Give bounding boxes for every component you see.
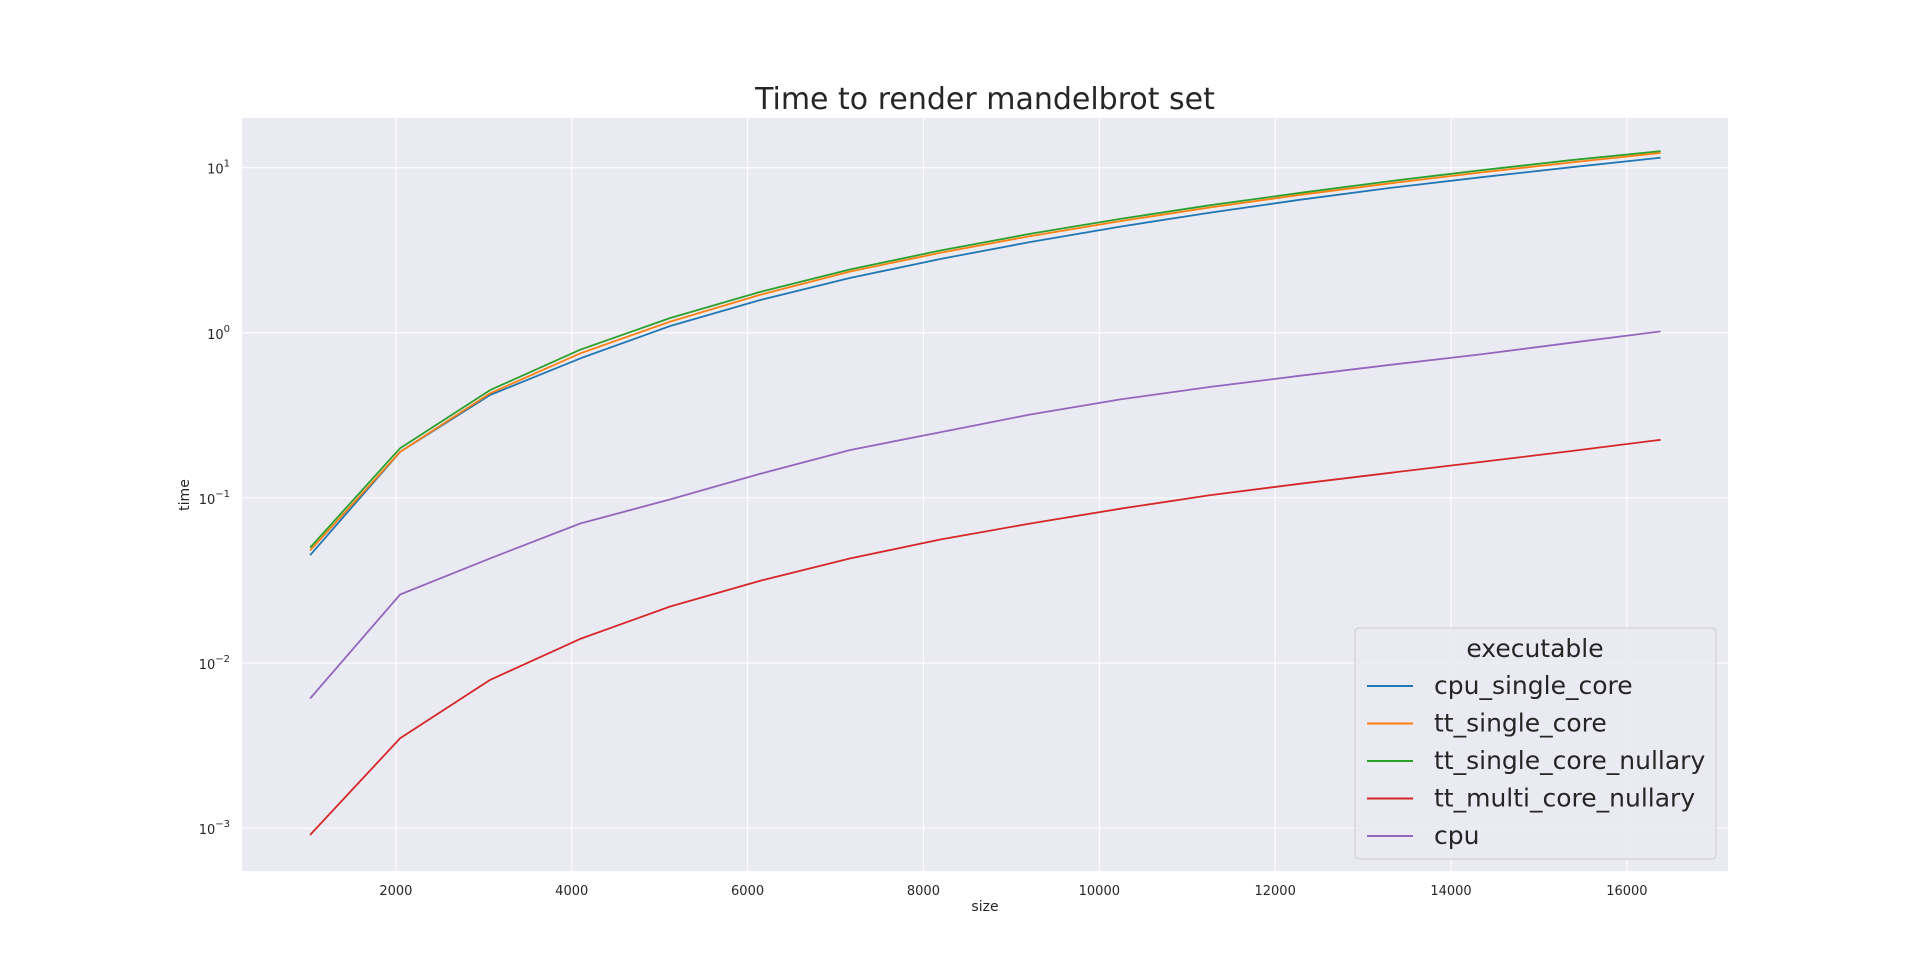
- y-axis-label: time: [177, 479, 193, 511]
- x-axis-label: size: [971, 899, 998, 915]
- series-line-cpu-single-core: [309, 156, 1661, 556]
- y-tick-label: 10−2: [199, 654, 230, 673]
- x-tick-label: 10000: [1079, 884, 1120, 899]
- series-line-cpu: [309, 330, 1661, 700]
- y-tick-label: 100: [207, 324, 230, 343]
- y-tick-label: 101: [207, 159, 230, 178]
- legend-label: tt_single_core: [1434, 709, 1607, 738]
- y-tick-label: 10−3: [199, 819, 230, 838]
- series-line-tt-single-core-nullary: [309, 150, 1661, 549]
- y-tick-label: 10−1: [199, 489, 230, 508]
- x-tick-labels: 2000 4000 6000 8000 10000 12000 14000 16000: [379, 884, 1647, 899]
- series-line-tt-single-core: [309, 152, 1661, 552]
- chart-title: Time to render mandelbrot set: [754, 82, 1215, 117]
- x-tick-label: 2000: [379, 884, 412, 899]
- legend-items: cpu_single_core tt_single_core tt_single_c…: [1367, 671, 1705, 850]
- series-line-tt-multi-core-nullary: [309, 438, 1661, 836]
- x-tick-label: 16000: [1606, 884, 1647, 899]
- legend-label: tt_single_core_nullary: [1434, 746, 1705, 775]
- x-tick-label: 6000: [731, 884, 764, 899]
- legend-label: tt_multi_core_nullary: [1434, 784, 1695, 813]
- x-tick-label: 8000: [907, 884, 940, 899]
- legend-title: executable: [1466, 634, 1603, 663]
- legend-label: cpu: [1434, 821, 1479, 850]
- x-tick-label: 4000: [555, 884, 588, 899]
- series-lines: [309, 150, 1661, 836]
- x-tick-label: 14000: [1430, 884, 1471, 899]
- x-tick-label: 12000: [1254, 884, 1295, 899]
- y-tick-labels: 101 100 10−1 10−2 10−3: [199, 159, 230, 838]
- legend-label: cpu_single_core: [1434, 671, 1633, 700]
- legend-box: [1354, 627, 1717, 860]
- legend: executable cpu_single_core tt_single_core…: [1354, 627, 1717, 860]
